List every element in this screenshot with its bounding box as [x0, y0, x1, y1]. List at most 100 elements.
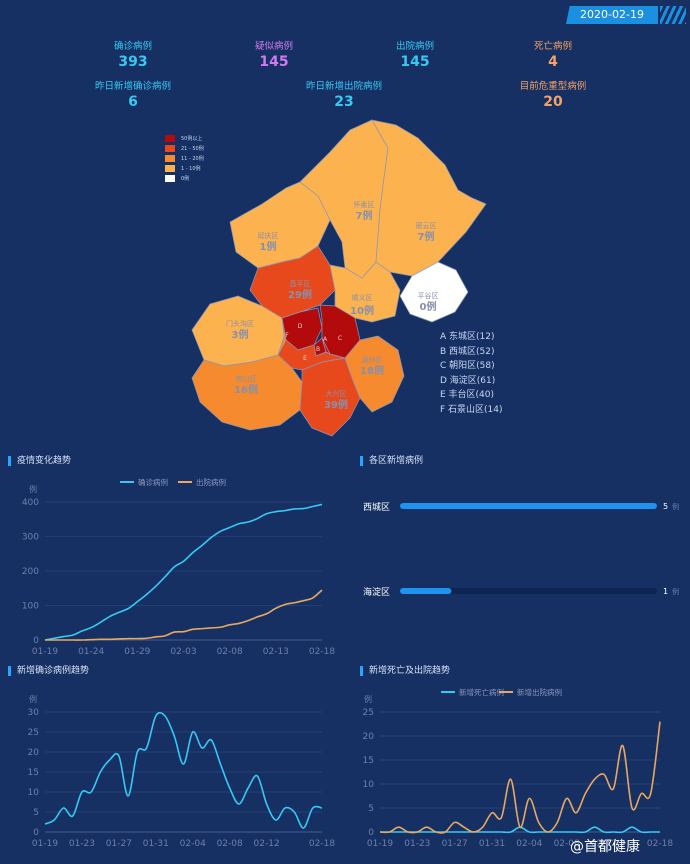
legend-swatch — [165, 174, 175, 182]
section-title-new-confirmed: 新增确诊病例趋势 — [8, 666, 89, 676]
stat-new-confirmed: 昨日新增确诊病例 6 — [63, 78, 203, 110]
legend-label: 新增出院病例 — [517, 687, 562, 697]
district-name-label: 房山区 — [236, 374, 257, 383]
stat-label: 确诊病例 — [113, 41, 152, 52]
district-name-label: 门头沟区 — [226, 319, 254, 328]
district-pinggu — [399, 261, 469, 323]
y-tick-label: 100 — [22, 602, 39, 612]
date-stripes-decoration — [660, 6, 686, 24]
y-tick-label: 200 — [22, 567, 39, 577]
y-tick-label: 10 — [28, 788, 40, 798]
y-tick-label: 25 — [363, 708, 374, 718]
y-unit-label: 例 — [29, 484, 37, 494]
legend-label: 1 - 10例 — [181, 165, 201, 172]
stat-value: 4 — [548, 54, 558, 70]
section-title-district-new: 各区新增病例 — [360, 456, 423, 466]
district-shijingshan — [277, 317, 287, 356]
district-daxing — [299, 357, 361, 437]
legend-label: 0例 — [181, 175, 190, 182]
stat-value: 6 — [128, 94, 138, 110]
district-name-label: 昌平区 — [290, 280, 311, 288]
legend-item: 21 - 50例 — [165, 143, 204, 153]
legend-swatch — [165, 144, 175, 152]
district-count-label: 7例 — [418, 230, 435, 243]
stat-label: 死亡病例 — [533, 41, 572, 52]
district-name-label: 通州区 — [362, 355, 383, 364]
district-shunyi — [329, 261, 401, 323]
district-count-label: 18例 — [360, 364, 384, 377]
legend-label: 21 - 50例 — [181, 145, 204, 152]
y-tick-label: 5 — [33, 808, 39, 818]
x-tick-label: 02-03 — [170, 647, 196, 657]
trend-chart: 例 0 100 200 300 400 01-19 01-24 01-29 02-03 02-08 0… — [22, 477, 336, 657]
district-changping — [249, 245, 336, 319]
district-key-item: A 东城区(12) — [440, 332, 495, 342]
y-tick-label: 25 — [28, 728, 39, 738]
district-xicheng — [313, 337, 327, 357]
stat-deaths: 死亡病例 4 — [483, 38, 623, 70]
bar-unit-label: 例 — [672, 587, 679, 596]
district-count-label: 0例 — [420, 300, 437, 313]
district-name-label: 延庆区 — [258, 231, 279, 240]
district-key: A 东城区(12) B 西城区(52) C 朝阳区(58) D 海淀区(61) … — [440, 330, 503, 417]
bar — [400, 588, 452, 594]
district-key-item: F 石景山区(14) — [440, 404, 503, 415]
x-tick-label: 01-29 — [124, 647, 150, 657]
district-count-label: 1例 — [260, 240, 277, 253]
date-badge: 2020-02-19 — [566, 6, 658, 24]
map-legend: 50例以上 21 - 50例 11 - 20例 1 - 10例 0例 — [165, 133, 204, 183]
section-title-trend: 疫情变化趋势 — [8, 456, 71, 466]
district-mentougou — [191, 295, 287, 367]
x-tick-label: 02-08 — [217, 647, 243, 657]
legend-label: 11 - 20例 — [181, 155, 204, 162]
y-tick-label: 20 — [363, 732, 375, 742]
district-huairou — [299, 119, 389, 279]
y-tick-label: 30 — [28, 708, 40, 718]
x-tick-label: 02-08 — [217, 839, 243, 849]
core-letter: B — [316, 346, 320, 353]
x-tick-label: 01-31 — [143, 839, 169, 849]
y-tick-label: 0 — [33, 636, 39, 646]
legend-item: 50例以上 — [165, 133, 204, 143]
series-line — [379, 721, 661, 834]
district-name-label: 密云区 — [416, 221, 437, 230]
core-letter: F — [285, 332, 289, 339]
x-tick-label: 01-19 — [32, 839, 58, 849]
stat-discharged: 出院病例 145 — [345, 38, 485, 70]
stat-confirmed: 确诊病例 393 — [63, 38, 203, 70]
y-tick-label: 300 — [22, 533, 39, 543]
district-key-item: C 朝阳区(58) — [440, 361, 495, 371]
stat-label: 出院病例 — [395, 41, 434, 52]
x-tick-label: 01-19 — [367, 839, 393, 849]
y-tick-label: 400 — [22, 498, 39, 508]
district-key-item: E 丰台区(40) — [440, 390, 495, 400]
legend-swatch — [165, 134, 175, 142]
district-tongzhou — [344, 335, 405, 413]
district-name-label: 怀柔区 — [354, 200, 375, 209]
x-tick-label: 02-08 — [554, 839, 580, 849]
stat-label: 昨日新增出院病例 — [305, 81, 382, 92]
district-key-item: D 海淀区(61) — [440, 375, 496, 386]
x-tick-label: 02-18 — [647, 839, 673, 849]
bar-value-label: 5 — [663, 502, 668, 511]
y-tick-label: 20 — [28, 748, 40, 758]
stat-label: 昨日新增确诊病例 — [94, 81, 171, 92]
district-fangshan — [191, 354, 303, 431]
x-tick-label: 01-27 — [442, 839, 468, 849]
stat-value: 393 — [118, 54, 148, 70]
stat-label: 疑似病例 — [254, 41, 293, 52]
core-letter: C — [338, 335, 342, 342]
y-tick-label: 0 — [33, 828, 39, 838]
bar-value-label: 1 — [663, 587, 668, 596]
stat-value: 23 — [334, 94, 354, 110]
district-miyun — [371, 119, 487, 277]
footer-logo: @首都健康 — [570, 839, 640, 855]
series-line — [44, 503, 323, 641]
district-name-label: 平谷区 — [418, 291, 439, 300]
x-tick-label: 02-04 — [516, 839, 542, 849]
district-chaoyang — [319, 304, 361, 359]
core-letter: D — [298, 323, 303, 330]
x-tick-label: 02-18 — [309, 839, 335, 849]
district-yanqing — [229, 181, 331, 269]
